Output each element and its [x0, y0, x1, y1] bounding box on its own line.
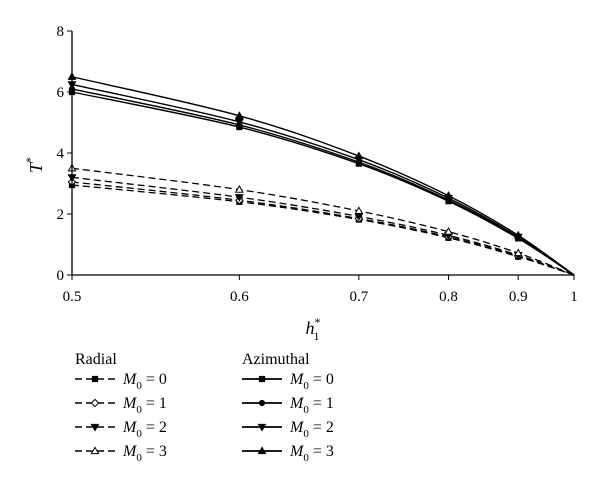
legend-marker — [90, 446, 100, 455]
series-line — [71, 181, 575, 276]
data-point — [354, 206, 364, 215]
legend-label: M0 = 0 — [289, 371, 334, 392]
x-tick-label: 0.7 — [349, 289, 368, 305]
data-point — [234, 185, 244, 193]
x-tick-label: 0.9 — [509, 289, 528, 305]
series-line — [71, 184, 575, 276]
legend-item: M0 = 3 — [242, 443, 334, 464]
y-tick-label: 8 — [57, 24, 65, 40]
series-azimuthal-7 — [67, 72, 575, 276]
data-point — [444, 227, 453, 235]
series-azimuthal-4 — [68, 88, 575, 276]
legend-marker — [91, 375, 99, 383]
legend-label: M0 = 3 — [122, 443, 167, 464]
x-tick-label: 1 — [570, 289, 578, 305]
legend-label: M0 = 1 — [122, 395, 167, 416]
series-radial-3 — [67, 163, 575, 276]
y-tick-label: 6 — [57, 85, 65, 101]
legend-title: Azimuthal — [242, 351, 310, 368]
legend-label: M0 = 2 — [122, 419, 167, 440]
data-point — [234, 194, 244, 202]
x-tick-label: 0.6 — [230, 289, 249, 305]
series-line — [71, 167, 575, 276]
y-tick-label: 0 — [57, 268, 65, 284]
legend-item: M0 = 2 — [242, 419, 334, 440]
legend-label: M0 = 2 — [289, 419, 334, 440]
legend-label: M0 = 0 — [122, 371, 167, 392]
legend-item: M0 = 0 — [242, 371, 334, 392]
legend-label: M0 = 1 — [289, 395, 334, 416]
legend-marker — [257, 423, 267, 432]
legend-item: M0 = 3 — [75, 443, 167, 464]
legend: Radial M0 = 0 M0 = 1 M0 = 2 M0 = 3 Azimuthal M… — [75, 351, 334, 464]
legend-title: Radial — [75, 351, 117, 368]
ticks-layer: 0.5 0.6 0.7 0.8 0.9 1 0 2 4 6 8 — [57, 24, 578, 305]
legend-item: M0 = 1 — [75, 395, 167, 416]
data-point — [234, 111, 244, 119]
x-axis-label: h* 1 — [306, 315, 321, 343]
legend-label: M0 = 3 — [289, 443, 334, 464]
x-tick-label: 0.8 — [439, 289, 458, 305]
legend-marker — [258, 375, 266, 383]
data-point — [513, 248, 523, 257]
legend-item: M0 = 1 — [242, 395, 334, 416]
y-tick-label: 4 — [57, 146, 65, 162]
legend-marker — [258, 399, 266, 407]
legend-group-azimuthal: Azimuthal M0 = 0 M0 = 1 M0 = 2 M0 = 3 — [242, 351, 334, 464]
legend-marker — [257, 446, 267, 455]
legend-marker — [90, 398, 100, 408]
data-point — [513, 230, 523, 239]
series-line — [71, 91, 575, 276]
legend-item: M0 = 0 — [75, 371, 167, 392]
data-point — [444, 191, 453, 199]
x-tick-label: 0.5 — [63, 289, 82, 305]
legend-item: M0 = 2 — [75, 419, 167, 440]
data-point — [354, 151, 364, 160]
series-radial-0 — [68, 181, 575, 276]
y-tick-label: 2 — [57, 207, 65, 223]
legend-group-radial: Radial M0 = 0 M0 = 1 M0 = 2 M0 = 3 — [75, 351, 167, 464]
data-point — [234, 118, 244, 127]
axes-layer — [71, 31, 574, 276]
legend-marker — [90, 423, 100, 432]
y-axis-label: T* — [23, 157, 46, 173]
series-layer — [67, 72, 575, 276]
